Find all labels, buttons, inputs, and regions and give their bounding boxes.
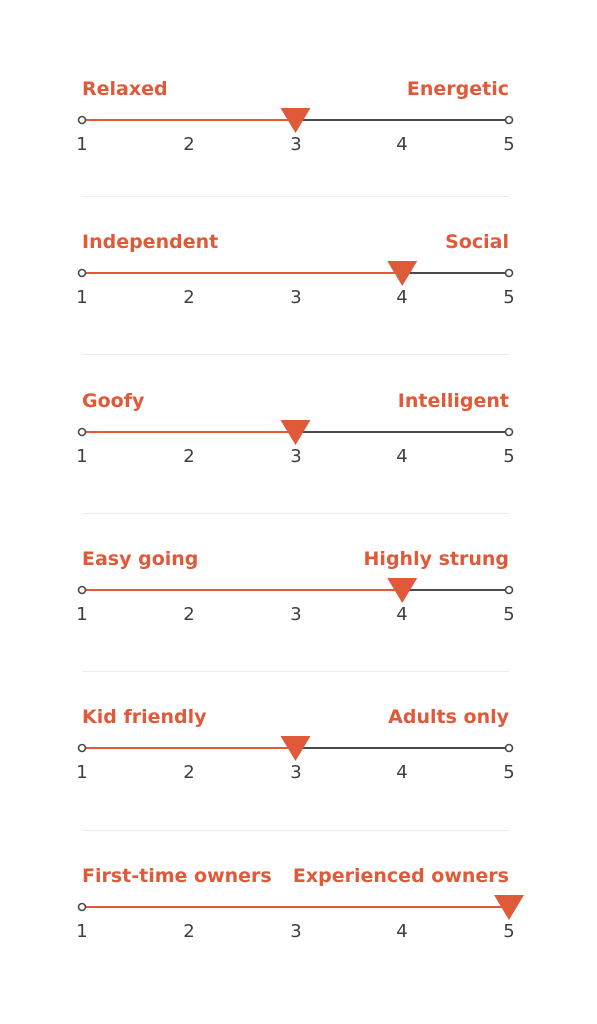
scale-number-4: 4 [396,287,408,308]
scale-number-2: 2 [183,921,195,942]
track-end-dot [504,427,514,437]
track-start-dot [77,427,87,437]
track-start-dot [77,115,87,125]
scale-number-4: 4 [396,762,408,783]
scale-number-5: 5 [503,446,515,467]
slider-marker-icon[interactable] [280,420,311,445]
divider [82,196,509,197]
scale-number-5: 5 [503,921,515,942]
scale-left-label: Goofy [82,390,145,412]
divider [82,354,509,355]
scale-firsttime-experienced: First-time owners Experienced owners 1 2… [0,865,597,965]
scale-number-4: 4 [396,134,408,155]
track-start-dot [77,585,87,595]
scale-number-5: 5 [503,604,515,625]
scale-goofy-intelligent: Goofy Intelligent 1 2 3 4 5 [0,390,597,490]
scale-left-label: Kid friendly [82,706,207,728]
scale-right-label: Energetic [406,78,509,100]
scale-numbers: 1 2 3 4 5 [0,603,597,627]
scale-number-5: 5 [503,762,515,783]
slider-marker-icon[interactable] [387,578,418,603]
scale-number-4: 4 [396,604,408,625]
slider-marker-icon[interactable] [280,108,311,133]
slider-track[interactable] [0,568,597,608]
scale-number-4: 4 [396,446,408,467]
scale-number-3: 3 [290,921,302,942]
slider-marker-icon[interactable] [494,895,524,920]
slider-track[interactable] [0,410,597,450]
scale-numbers: 1 2 3 4 5 [0,286,597,310]
divider [82,830,509,831]
scale-number-3: 3 [290,762,302,783]
track-end-dot [504,585,514,595]
scale-left-label: Easy going [82,548,199,570]
scale-numbers: 1 2 3 4 5 [0,133,597,157]
scale-relaxed-energetic: Relaxed Energetic 1 2 3 4 5 [0,78,597,178]
scale-right-label: Experienced owners [292,865,509,887]
scale-number-3: 3 [290,446,302,467]
scale-number-2: 2 [183,134,195,155]
scale-independent-social: Independent Social 1 2 3 4 5 [0,231,597,331]
scale-number-1: 1 [76,762,88,783]
scale-easygoing-highlystrung: Easy going Highly strung 1 2 3 4 5 [0,548,597,648]
slider-track[interactable] [0,251,597,291]
track-start-dot [77,268,87,278]
scale-number-3: 3 [290,134,302,155]
track-start-dot [77,902,87,912]
scale-left-label: Independent [82,231,219,253]
scale-number-1: 1 [76,921,88,942]
scale-right-label: Social [445,231,509,253]
scale-number-1: 1 [76,287,88,308]
scale-kidfriendly-adultsonly: Kid friendly Adults only 1 2 3 4 5 [0,706,597,806]
scale-number-3: 3 [290,287,302,308]
slider-track[interactable] [0,726,597,766]
slider-marker-icon[interactable] [280,736,311,761]
divider [82,671,509,672]
scale-number-2: 2 [183,762,195,783]
track-end-dot [504,743,514,753]
scale-number-3: 3 [290,604,302,625]
scale-right-label: Adults only [388,706,509,728]
slider-track[interactable] [0,885,597,925]
scale-number-4: 4 [396,921,408,942]
scale-number-5: 5 [503,134,515,155]
scale-number-1: 1 [76,604,88,625]
scale-number-1: 1 [76,446,88,467]
scale-numbers: 1 2 3 4 5 [0,761,597,785]
scale-number-2: 2 [183,446,195,467]
track-end-dot [504,115,514,125]
scale-left-label: Relaxed [82,78,168,100]
scale-right-label: Highly strung [363,548,509,570]
track-end-dot [504,268,514,278]
scale-number-5: 5 [503,287,515,308]
divider [82,513,509,514]
scale-number-2: 2 [183,604,195,625]
scale-left-label: First-time owners [82,865,272,887]
slider-track[interactable] [0,98,597,138]
scale-right-label: Intelligent [397,390,509,412]
scale-numbers: 1 2 3 4 5 [0,445,597,469]
scale-number-2: 2 [183,287,195,308]
track-start-dot [77,743,87,753]
slider-marker-icon[interactable] [387,261,418,286]
scale-number-1: 1 [76,134,88,155]
scale-numbers: 1 2 3 4 5 [0,920,597,944]
